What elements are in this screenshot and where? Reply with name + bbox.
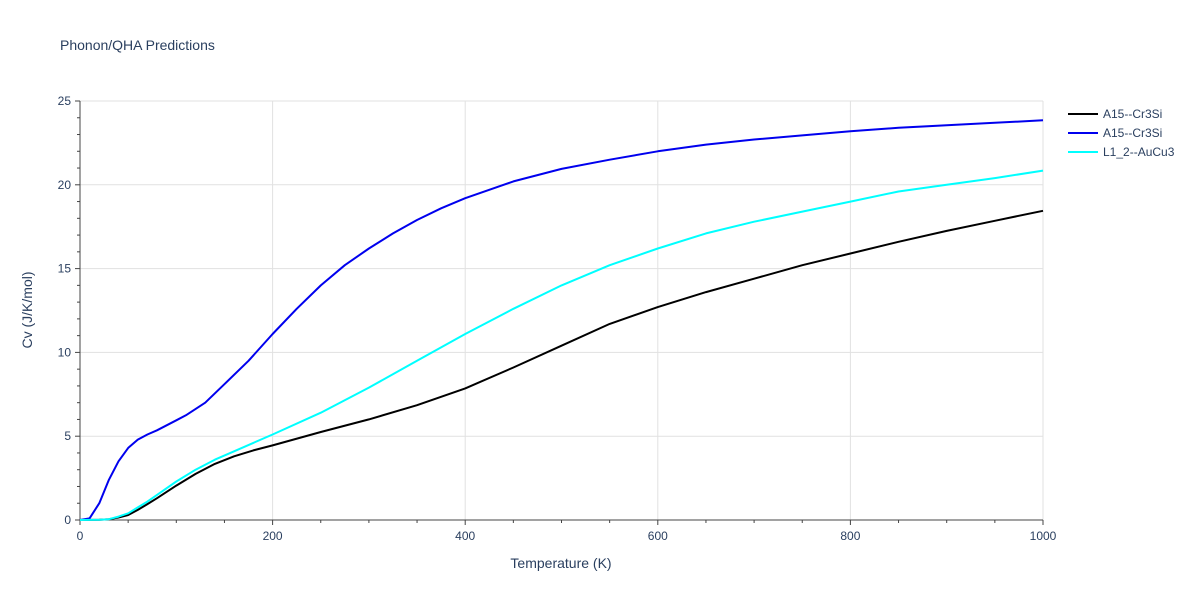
legend-label: A15--Cr3Si bbox=[1103, 126, 1162, 140]
legend-item-1[interactable]: A15--Cr3Si bbox=[1068, 107, 1162, 121]
chart-title: Phonon/QHA Predictions bbox=[60, 37, 215, 53]
x-tick-label: 800 bbox=[840, 529, 860, 543]
series-layer bbox=[79, 119, 1044, 521]
legend-item-3[interactable]: L1_2--AuCu3 bbox=[1068, 145, 1175, 159]
x-tick-label: 0 bbox=[77, 529, 84, 543]
tick-labels: 0 200 400 600 800 1000 0 5 10 15 20 25 bbox=[58, 94, 1057, 543]
x-tick-label: 1000 bbox=[1030, 529, 1057, 543]
legend-label: L1_2--AuCu3 bbox=[1103, 145, 1175, 159]
y-tick-label: 20 bbox=[58, 178, 72, 192]
series-line-3[interactable] bbox=[79, 169, 1044, 521]
legend[interactable]: A15--Cr3Si A15--Cr3Si L1_2--AuCu3 bbox=[1068, 107, 1175, 159]
x-tick-label: 400 bbox=[455, 529, 475, 543]
y-axis-title: Cv (J/K/mol) bbox=[19, 272, 35, 349]
series-line-2[interactable] bbox=[79, 119, 1044, 521]
y-tick-label: 25 bbox=[58, 94, 72, 108]
x-tick-label: 600 bbox=[648, 529, 668, 543]
y-tick-label: 10 bbox=[58, 345, 72, 359]
axes bbox=[75, 100, 1044, 525]
series-line-1[interactable] bbox=[79, 209, 1044, 521]
x-axis-title: Temperature (K) bbox=[510, 555, 611, 571]
y-tick-label: 0 bbox=[64, 513, 71, 527]
legend-label: A15--Cr3Si bbox=[1103, 107, 1162, 121]
y-tick-label: 5 bbox=[64, 429, 71, 443]
grid-lines bbox=[80, 100, 1044, 520]
legend-item-2[interactable]: A15--Cr3Si bbox=[1068, 126, 1162, 140]
x-tick-label: 200 bbox=[263, 529, 283, 543]
y-tick-label: 15 bbox=[58, 262, 72, 276]
